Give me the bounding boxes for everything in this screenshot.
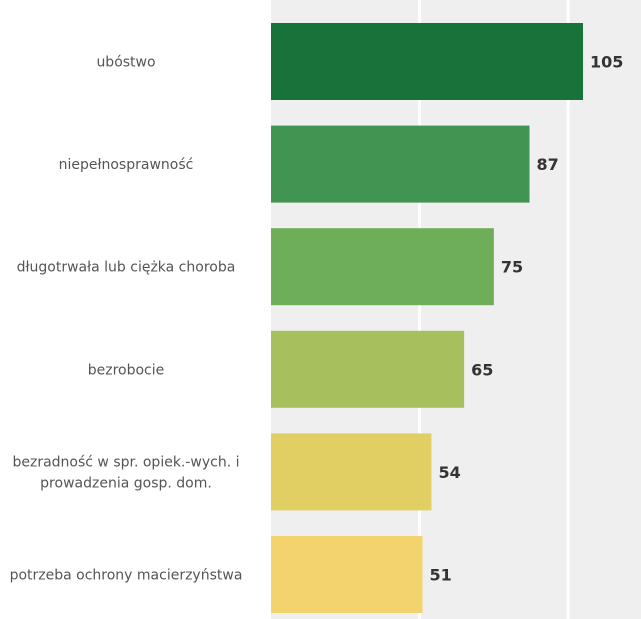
category-label-line: bezradność w spr. opiek.-wych. i xyxy=(12,454,239,470)
data-label: 105 xyxy=(590,53,623,72)
category-label: bezradność w spr. opiek.-wych. i prowadze… xyxy=(12,454,239,491)
plot-background xyxy=(271,0,641,619)
category-label: długotrwała lub ciężka choroba xyxy=(17,260,236,276)
bar xyxy=(271,23,583,100)
category-label-line: prowadzenia gosp. dom. xyxy=(40,475,212,491)
category-label-line: ubóstwo xyxy=(96,55,155,71)
category-label: ubóstwo xyxy=(96,55,155,71)
data-label: 54 xyxy=(438,463,460,482)
grid-lines xyxy=(418,0,570,619)
data-label: 87 xyxy=(537,155,559,174)
bars xyxy=(271,23,583,613)
bar xyxy=(271,433,432,511)
category-label-line: bezrobocie xyxy=(88,362,165,378)
category-labels: ubóstwo niepełnosprawność długotrwała lub … xyxy=(10,55,243,584)
category-label-line: niepełnosprawność xyxy=(59,157,194,173)
category-label: bezrobocie xyxy=(88,362,165,378)
category-label: potrzeba ochrony macierzyństwa xyxy=(10,568,243,584)
data-label: 75 xyxy=(501,258,523,277)
bar xyxy=(271,536,423,613)
category-label: niepełnosprawność xyxy=(59,157,194,173)
data-label: 51 xyxy=(430,566,452,585)
bar xyxy=(271,228,494,306)
data-label: 65 xyxy=(471,360,493,379)
value-labels: 105 87 75 65 54 51 xyxy=(430,53,624,585)
bar xyxy=(271,125,530,203)
bar xyxy=(271,330,465,408)
category-label-line: potrzeba ochrony macierzyństwa xyxy=(10,568,243,584)
category-label-line: długotrwała lub ciężka choroba xyxy=(17,260,236,276)
